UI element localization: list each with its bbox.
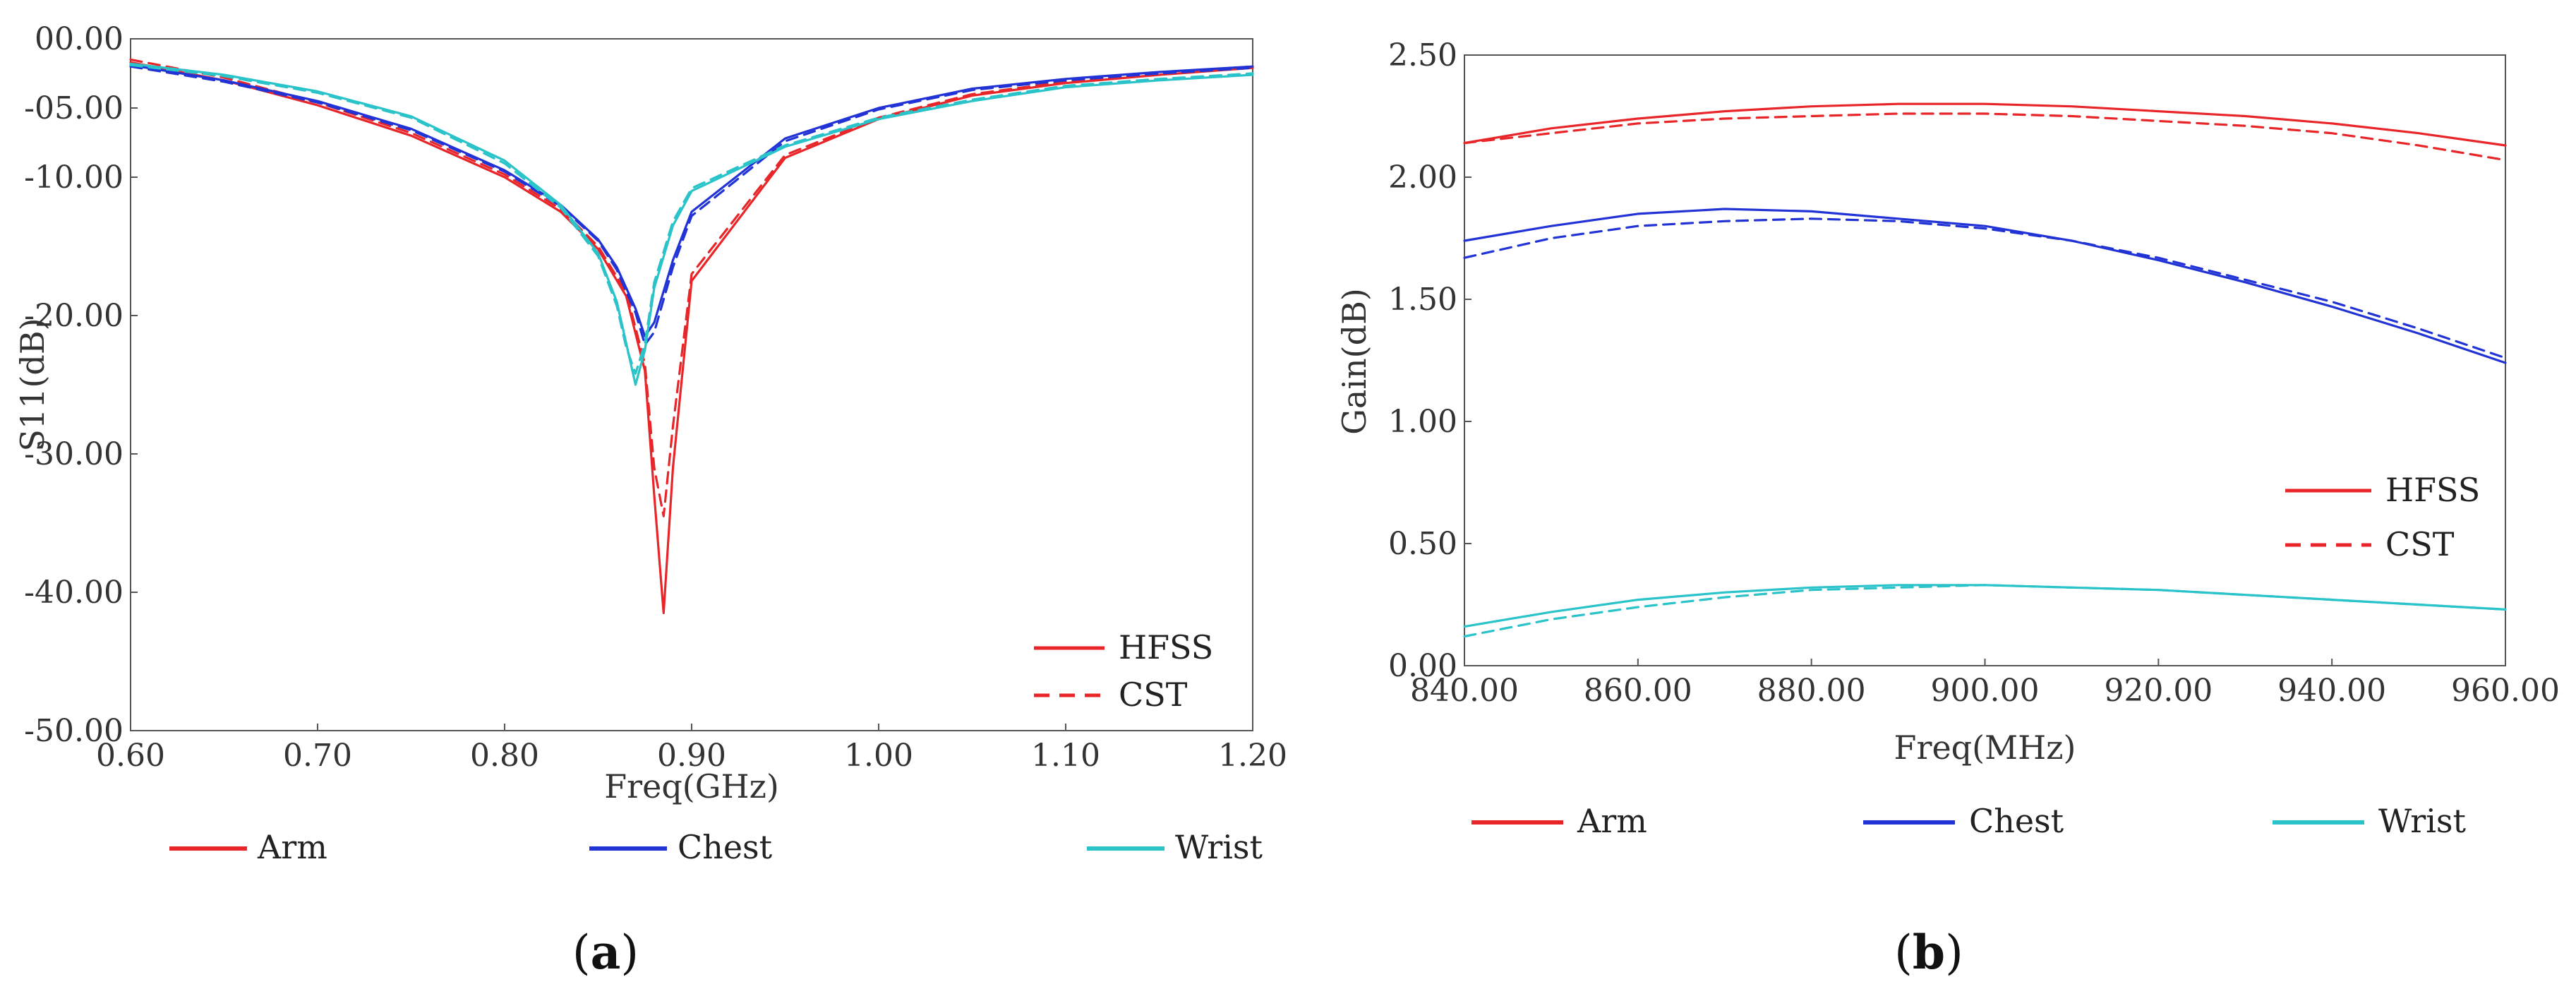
panel-a-legend-label-arm: Arm xyxy=(257,828,327,866)
panel-b-legend-label-arm: Arm xyxy=(1577,802,1647,840)
panel-b-x-tick-label: 840.00 xyxy=(1410,673,1519,709)
panel-a-x-tick-label: 1.10 xyxy=(1031,738,1100,774)
panel-a-legend-label-wrist: Wrist xyxy=(1175,828,1263,866)
subfigure-label-a: (a) xyxy=(572,925,639,980)
panel-b-x-axis-title: Freq(MHz) xyxy=(1894,729,2076,767)
panel-a-series-wrist-cst xyxy=(129,64,1254,375)
panel-a-series-chest-hfss xyxy=(129,64,1254,337)
panel-b-y-tick-label: 2.00 xyxy=(1388,160,1457,196)
panel-a-y-tick-label: 00.00 xyxy=(35,21,124,57)
panel-b-y-axis-title: Gain(dB) xyxy=(1335,288,1373,435)
panel-b-y-tick-label: 0.50 xyxy=(1388,526,1457,562)
panel-b-legend-label-wrist: Wrist xyxy=(2378,802,2467,840)
panel-a-legend-label-chest: Chest xyxy=(678,828,773,866)
panel-a-chart: 0.60 0.70 0.80 0.90 1.00 1.10 1.20 00.00 -05.00 -… xyxy=(13,21,1287,866)
panel-a-series-arm-cst xyxy=(129,58,1254,517)
subfigure-letter-a: a xyxy=(591,925,621,980)
panel-b-series-chest-hfss xyxy=(1463,208,2507,364)
panel-b-series-arm-cst xyxy=(1463,112,2507,162)
panel-a-y-tick-label: -50.00 xyxy=(24,713,124,749)
panel-a-series-arm-hfss xyxy=(129,61,1254,615)
panel-a-y-tick-label: -20.00 xyxy=(24,298,124,334)
panel-a-x-axis-title: Freq(GHz) xyxy=(604,767,779,805)
panel-a-y-tick-label: -10.00 xyxy=(24,160,124,196)
subfigure-label-b: (b) xyxy=(1894,925,1963,980)
panel-b-y-tick-label: 1.50 xyxy=(1388,282,1457,318)
panel-b-x-tick-label: 940.00 xyxy=(2277,673,2386,709)
panel-a-legend-label-cst: CST xyxy=(1119,676,1188,714)
panel-b-x-tick-label: 960.00 xyxy=(2451,673,2560,709)
panel-a-y-tick-label: -30.00 xyxy=(24,436,124,472)
panel-b-x-tick-label: 920.00 xyxy=(2104,673,2213,709)
panel-a-plot-frame xyxy=(130,38,1253,731)
subfigure-letter-b: b xyxy=(1913,925,1945,980)
panel-a-x-tick-label: 0.80 xyxy=(470,738,539,774)
panel-b-plot-frame xyxy=(1464,54,2506,666)
panel-a-x-tick-label: 1.20 xyxy=(1218,738,1287,774)
panel-b-legend-label-hfss: HFSS xyxy=(2385,471,2480,509)
panel-b-x-tick-label: 880.00 xyxy=(1757,673,1866,709)
panel-a-y-tick-label: -05.00 xyxy=(24,90,124,126)
panel-b-x-tick-label: 900.00 xyxy=(1931,673,2040,709)
panel-a-y-tick-label: -40.00 xyxy=(24,575,124,611)
panel-a-series-chest-cst xyxy=(129,65,1254,346)
panel-a-x-tick-label: 0.70 xyxy=(283,738,352,774)
panel-a-x-tick-label: 0.90 xyxy=(657,738,726,774)
panel-a-series-wrist-hfss xyxy=(129,62,1254,386)
panel-a-y-axis-title: S11(dB) xyxy=(13,318,52,451)
panel-b-y-tick-label: 2.50 xyxy=(1388,37,1457,73)
panel-b-series-chest-cst xyxy=(1463,217,2507,359)
panel-b-y-tick-label: 0.00 xyxy=(1388,648,1457,684)
panel-a-x-tick-label: 0.60 xyxy=(96,738,165,774)
panel-b-chart: 840.00 860.00 880.00 900.00 920.00 940.00 960.… xyxy=(1335,37,2560,840)
panel-b-series-wrist-hfss xyxy=(1463,584,2507,628)
panel-b-x-tick-label: 860.00 xyxy=(1584,673,1692,709)
panel-b-y-tick-label: 1.00 xyxy=(1388,404,1457,440)
panel-b-legend-label-chest: Chest xyxy=(1969,802,2064,840)
panel-b-series-wrist-cst xyxy=(1463,584,2507,638)
panel-b-legend-label-cst: CST xyxy=(2385,525,2455,563)
panel-a-legend-label-hfss: HFSS xyxy=(1119,628,1213,666)
panel-a-x-tick-label: 1.00 xyxy=(844,738,913,774)
panel-b-series-arm-hfss xyxy=(1463,102,2507,147)
